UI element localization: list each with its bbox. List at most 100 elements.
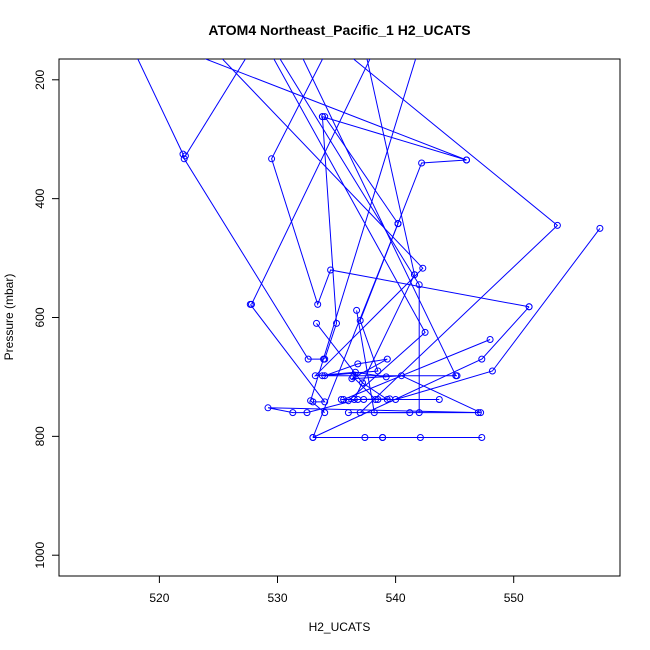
y-tick-label-0: 200: [33, 69, 47, 89]
x-axis-label: H2_UCATS: [309, 620, 371, 634]
data-point-22-1: [453, 372, 461, 380]
data-point-20-1: [370, 409, 378, 417]
data-point-15-0: [411, 271, 418, 279]
data-point-11-0: [321, 113, 329, 121]
data-point-9-2: [321, 355, 329, 363]
data-point-19-0: [596, 224, 604, 232]
data-point-8-2: [356, 409, 364, 417]
series-line-16: [310, 59, 417, 413]
data-point-7-2: [314, 300, 322, 308]
data-point-18-2: [360, 396, 368, 403]
data-point-18-0: [486, 336, 494, 343]
data-point-13-4: [382, 373, 390, 381]
data-point-2-3: [356, 317, 364, 324]
x-tick-label-2: 540: [386, 591, 406, 605]
data-point-2-2: [418, 159, 426, 167]
series-line-21: [302, 59, 457, 376]
data-point-3-1: [415, 281, 423, 289]
data-point-26-1: [379, 434, 387, 441]
series-line-2: [204, 59, 481, 414]
series-line-24: [316, 323, 388, 400]
data-point-19-2: [392, 396, 400, 403]
plot-frame: [58, 58, 621, 577]
data-point-27-0: [344, 409, 352, 417]
data-point-17-0: [525, 303, 533, 311]
series-line-14: [366, 59, 415, 275]
y-axis: 200 400 600 800 1000: [33, 69, 59, 569]
data-point-28-1: [349, 373, 357, 381]
data-point-3-2: [415, 409, 423, 417]
data-point-2-4: [374, 367, 382, 375]
points-group: [179, 113, 604, 441]
series-line-0: [137, 59, 324, 360]
data-point-0-3: [304, 355, 312, 363]
data-point-27-1: [474, 409, 482, 417]
x-axis: 520 530 540 550: [149, 576, 524, 605]
data-point-12-0: [394, 220, 402, 228]
series-line-28: [352, 376, 376, 400]
series-line-17: [312, 306, 530, 438]
series-line-18: [343, 339, 491, 400]
series-line-10: [322, 116, 467, 161]
data-point-17-1: [478, 355, 486, 363]
series-line-6: [251, 59, 371, 305]
data-point-18-1: [340, 396, 348, 403]
data-point-2-9: [398, 372, 405, 380]
data-point-8-1: [553, 221, 561, 229]
series-line-8: [352, 59, 559, 413]
series-line-3: [279, 59, 420, 413]
data-point-20-2: [406, 409, 414, 417]
data-point-2-7: [383, 355, 391, 363]
data-point-2-8: [348, 375, 356, 383]
data-point-17-3: [416, 434, 424, 441]
data-point-7-3: [327, 266, 335, 274]
y-tick-label-3: 800: [33, 426, 47, 446]
data-point-5-1: [321, 398, 329, 406]
data-point-28-0: [372, 396, 379, 403]
data-point-17-2: [309, 434, 317, 441]
data-point-22-0: [318, 372, 326, 380]
x-tick-label-1: 530: [267, 591, 287, 605]
data-point-13-1: [419, 264, 427, 272]
data-point-25-0: [361, 434, 369, 441]
data-point-13-2: [311, 372, 319, 380]
series-line-1: [184, 59, 246, 157]
y-tick-label-1: 400: [33, 188, 47, 208]
y-tick-label-4: 1000: [33, 542, 47, 569]
data-point-1-1: [181, 152, 189, 160]
data-point-2-5: [321, 372, 329, 380]
series-line-7: [271, 59, 530, 308]
series-line-12: [312, 223, 399, 438]
data-point-2-6: [354, 360, 362, 368]
data-point-10-1: [463, 156, 470, 164]
data-point-19-1: [488, 367, 496, 375]
x-tick-label-3: 550: [504, 591, 524, 605]
data-point-23-2: [374, 396, 382, 403]
data-point-16-2: [321, 409, 329, 417]
data-point-4-1: [421, 328, 429, 336]
data-point-16-1: [307, 397, 315, 405]
data-point-7-1: [268, 155, 276, 163]
series-line-13: [221, 59, 424, 378]
series-line-4: [273, 59, 426, 402]
data-point-23-1: [435, 396, 443, 403]
y-tick-label-2: 600: [33, 307, 47, 327]
data-point-2-10: [477, 409, 485, 417]
data-point-15-1: [350, 396, 358, 403]
data-point-10-0: [318, 113, 326, 121]
data-point-23-0: [337, 396, 345, 403]
data-point-2-11: [264, 404, 272, 412]
data-point-6-1: [248, 300, 255, 308]
series-line-9: [321, 116, 338, 360]
data-point-20-0: [353, 306, 361, 314]
y-axis-label: Pressure (mbar): [2, 274, 16, 361]
data-point-24-1: [359, 379, 366, 387]
data-point-2-13: [303, 409, 311, 417]
data-point-24-0: [313, 319, 320, 327]
series-line-15: [353, 274, 415, 400]
series-line-5: [249, 304, 326, 403]
data-point-25-1: [478, 434, 486, 441]
data-point-24-2: [383, 396, 391, 403]
data-point-2-12: [289, 409, 297, 417]
